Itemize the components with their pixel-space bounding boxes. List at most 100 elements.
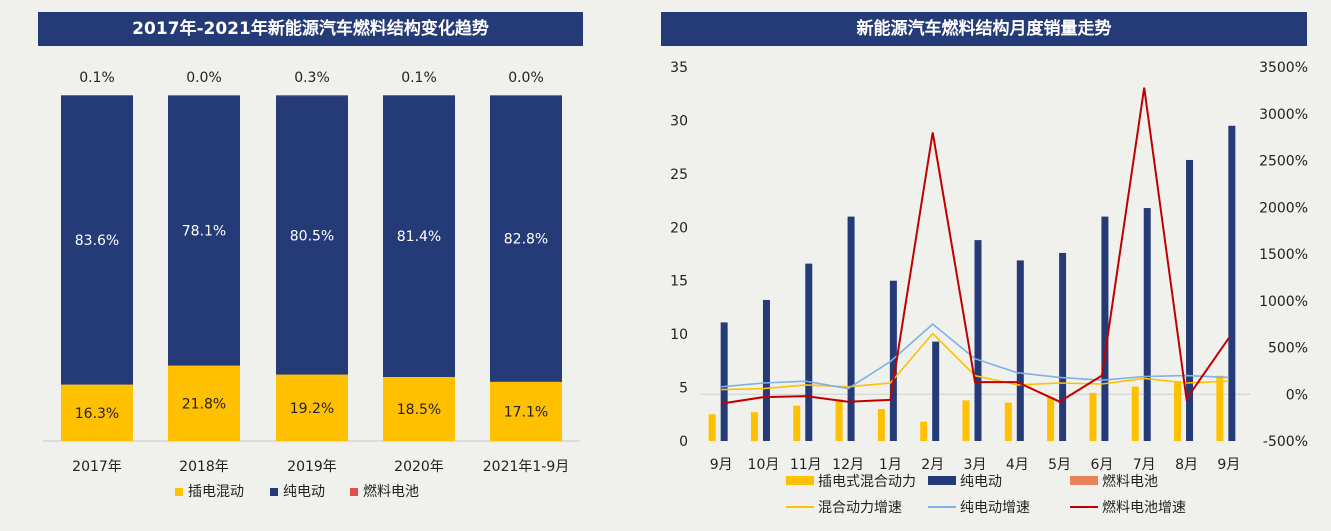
bar-phev-8 bbox=[1047, 397, 1055, 441]
y-left-tick-label: 10 bbox=[670, 327, 688, 343]
data-label: 82.8% bbox=[504, 232, 548, 248]
bar-phev-7 bbox=[1004, 402, 1012, 441]
bar-phev-9 bbox=[1089, 392, 1097, 441]
bar-phev-10 bbox=[1131, 386, 1139, 441]
y-right-tick-label: 3500% bbox=[1259, 60, 1308, 76]
bar-phev-6 bbox=[962, 400, 970, 441]
bar-bev-2 bbox=[805, 263, 813, 441]
x-tick-label: 2021年1-9月 bbox=[483, 459, 570, 475]
legend-label: 混合动力增速 bbox=[818, 500, 902, 516]
x-tick-label: 9月 bbox=[710, 457, 733, 473]
data-label: 17.1% bbox=[504, 404, 548, 420]
data-label-fcv: 0.1% bbox=[401, 70, 437, 86]
legend-label: 燃料电池 bbox=[1102, 473, 1158, 490]
bar-phev-4 bbox=[490, 381, 562, 441]
legend-label: 纯电动 bbox=[960, 474, 1002, 490]
x-tick-label: 7月 bbox=[1133, 457, 1156, 473]
legend-label: 燃料电池增速 bbox=[1102, 499, 1186, 516]
x-tick-label: 1月 bbox=[879, 457, 902, 473]
bar-bev-1 bbox=[168, 95, 240, 366]
data-label: 19.2% bbox=[290, 401, 334, 417]
legend-swatch bbox=[350, 488, 358, 496]
bar-fcv-3 bbox=[383, 95, 455, 96]
data-label-fcv: 0.1% bbox=[79, 70, 115, 86]
x-tick-label: 12月 bbox=[832, 457, 864, 473]
left-chart-title: 2017年-2021年新能源汽车燃料结构变化趋势 bbox=[38, 12, 583, 46]
bar-bev-11 bbox=[1186, 159, 1194, 442]
x-tick-label: 2020年 bbox=[394, 459, 444, 475]
y-right-tick-label: 1500% bbox=[1259, 247, 1308, 263]
y-left-tick-label: 15 bbox=[670, 274, 688, 290]
bar-bev-8 bbox=[1059, 252, 1067, 441]
data-label: 83.6% bbox=[75, 233, 119, 249]
x-tick-label: 11月 bbox=[790, 457, 822, 473]
data-label: 18.5% bbox=[397, 402, 441, 418]
x-tick-label: 9月 bbox=[1217, 457, 1240, 473]
bar-bev-6 bbox=[974, 240, 982, 441]
bar-bev-10 bbox=[1143, 208, 1151, 441]
bar-fcv-2 bbox=[276, 95, 348, 97]
bar-phev-11 bbox=[1174, 381, 1182, 441]
bar-bev-5 bbox=[932, 341, 940, 441]
data-label-fcv: 0.0% bbox=[508, 70, 544, 86]
data-label: 78.1% bbox=[182, 223, 226, 239]
y-left-tick-label: 35 bbox=[670, 60, 688, 76]
bar-bev-1 bbox=[762, 299, 770, 441]
line-phev-growth bbox=[721, 332, 1229, 391]
y-left-tick-label: 30 bbox=[670, 113, 688, 129]
legend-label: 插电式混合动力 bbox=[818, 474, 916, 490]
bar-bev-4 bbox=[889, 280, 897, 441]
y-right-tick-label: 3000% bbox=[1259, 107, 1308, 123]
bar-phev-4 bbox=[877, 408, 885, 441]
line-fcv-growth bbox=[721, 87, 1230, 405]
bar-phev-5 bbox=[920, 421, 928, 441]
legend-label: 插电混动 bbox=[188, 484, 244, 500]
x-tick-label: 2017年 bbox=[72, 459, 122, 475]
y-left-tick-label: 20 bbox=[670, 220, 688, 236]
legend-label: 纯电动 bbox=[283, 484, 325, 500]
bar-phev-2 bbox=[793, 405, 801, 441]
data-label: 81.4% bbox=[397, 229, 441, 245]
line-bev-growth bbox=[721, 323, 1229, 390]
y-right-tick-label: -500% bbox=[1263, 434, 1308, 450]
x-tick-label: 10月 bbox=[748, 457, 780, 473]
bar-phev-12 bbox=[1216, 375, 1224, 441]
legend-swatch bbox=[928, 476, 956, 485]
bar-phev-0 bbox=[708, 414, 716, 441]
legend-swatch bbox=[270, 488, 278, 496]
x-tick-label: 2019年 bbox=[287, 459, 337, 475]
y-right-tick-label: 500% bbox=[1268, 341, 1308, 357]
bar-phev-2 bbox=[276, 374, 348, 441]
bar-bev-9 bbox=[1101, 216, 1109, 441]
x-tick-label: 8月 bbox=[1175, 457, 1198, 473]
data-label-fcv: 0.3% bbox=[294, 70, 330, 86]
legend-label: 纯电动增速 bbox=[960, 500, 1030, 516]
bar-phev-3 bbox=[835, 399, 843, 441]
x-tick-label: 3月 bbox=[964, 457, 987, 473]
x-tick-label: 6月 bbox=[1090, 457, 1113, 473]
bar-phev-1 bbox=[750, 412, 758, 441]
y-right-tick-label: 1000% bbox=[1259, 294, 1308, 310]
bar-bev-3 bbox=[383, 95, 455, 377]
legend-swatch bbox=[786, 476, 814, 485]
legend-swatch bbox=[1070, 476, 1098, 485]
bar-phev-3 bbox=[383, 376, 455, 441]
x-tick-label: 2018年 bbox=[179, 459, 229, 475]
bar-bev-4 bbox=[490, 95, 562, 382]
x-tick-label: 5月 bbox=[1048, 457, 1071, 473]
y-right-tick-label: 2500% bbox=[1259, 154, 1308, 170]
bar-phev-1 bbox=[168, 365, 240, 441]
data-label-fcv: 0.0% bbox=[186, 70, 222, 86]
legend-label: 燃料电池 bbox=[363, 483, 419, 500]
bar-fcv-0 bbox=[61, 95, 133, 96]
bar-bev-0 bbox=[720, 322, 728, 441]
right-chart-title: 新能源汽车燃料结构月度销量走势 bbox=[661, 12, 1307, 46]
data-label: 80.5% bbox=[290, 228, 334, 244]
bar-bev-12 bbox=[1228, 125, 1236, 442]
x-tick-label: 2月 bbox=[921, 457, 944, 473]
bar-phev-0 bbox=[61, 384, 133, 441]
bar-bev-7 bbox=[1016, 260, 1024, 441]
bar-bev-3 bbox=[847, 216, 855, 441]
y-right-tick-label: 0% bbox=[1286, 387, 1308, 403]
